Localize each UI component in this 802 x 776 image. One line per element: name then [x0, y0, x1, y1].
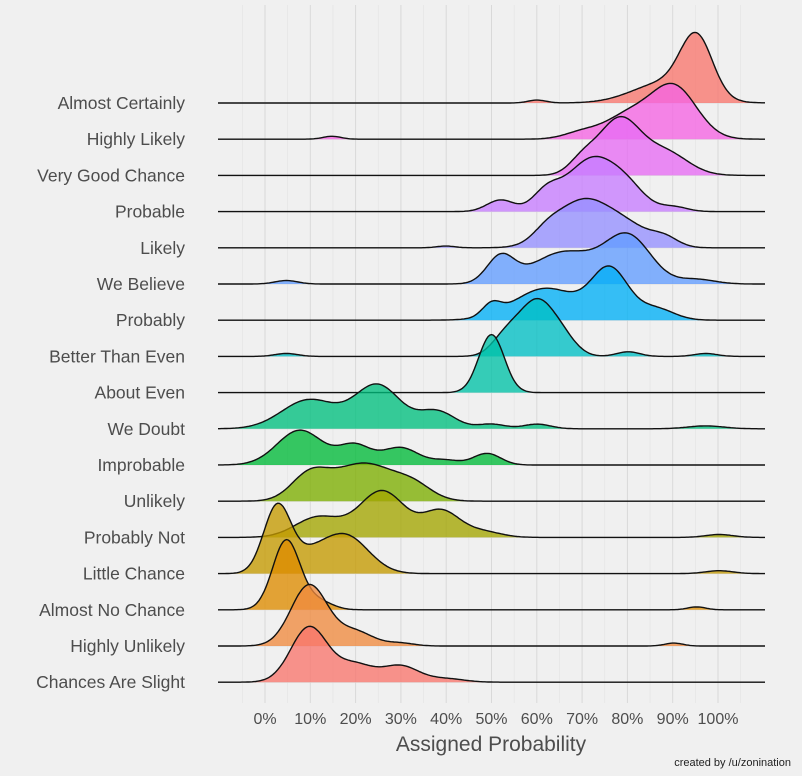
- ridge-line-probably-not: [218, 489, 765, 539]
- y-label: About Even: [95, 383, 185, 403]
- ridge-line-about-even: [218, 333, 765, 394]
- ridge-area-almost-no-chance: [218, 539, 765, 610]
- x-axis-title: Assigned Probability: [396, 733, 587, 756]
- ridge-line-probably: [218, 265, 765, 321]
- y-label: We Believe: [97, 274, 185, 294]
- y-label: Highly Likely: [87, 129, 185, 149]
- ridge-area-about-even: [218, 334, 765, 393]
- ridge-line-probable: [218, 155, 765, 213]
- ridge-area-probable: [218, 156, 765, 212]
- x-tick-label: 30%: [385, 711, 417, 728]
- ridge-line-chances-are-slight: [218, 625, 765, 683]
- x-tick-label: 90%: [657, 711, 689, 728]
- y-axis-labels: Almost Certainly Highly Likely Very Good C…: [36, 93, 185, 692]
- x-tick-label: 50%: [475, 711, 507, 728]
- ridge-area-we-doubt: [218, 383, 765, 429]
- ridge-line-highly-likely: [218, 82, 765, 140]
- y-label: Highly Unlikely: [70, 636, 185, 656]
- credit-text: created by /u/zonination: [674, 757, 791, 769]
- ridge-area-probably: [218, 265, 765, 321]
- ridge-line-highly-unlikely: [218, 583, 765, 647]
- ridge-area-highly-unlikely: [218, 584, 765, 646]
- ridge-area-chances-are-slight: [218, 626, 765, 683]
- y-label: Very Good Chance: [37, 165, 185, 185]
- y-label: Probably Not: [84, 527, 185, 547]
- y-label: Unlikely: [124, 491, 186, 511]
- ridge-area-almost-certainly: [218, 32, 765, 103]
- y-label: Likely: [140, 238, 185, 258]
- x-tick-label: 40%: [430, 711, 462, 728]
- ridge-line-little-chance: [218, 502, 765, 575]
- ridge-area-probably-not: [218, 490, 765, 538]
- ridge-area-we-believe: [218, 232, 765, 284]
- y-label: Probable: [115, 202, 185, 222]
- ridge-line-likely: [218, 197, 765, 249]
- ridge-area-unlikely: [218, 463, 765, 502]
- ridges: [218, 31, 765, 683]
- y-label: Improbable: [97, 455, 185, 475]
- ridge-area-very-good-chance: [218, 116, 765, 176]
- x-axis-ticks: 0% 10% 20% 30% 40% 50% 60% 70% 80% 90% 100%: [253, 711, 738, 728]
- y-label: Better Than Even: [49, 346, 185, 366]
- ridge-area-improbable: [218, 430, 765, 465]
- ridge-line-almost-certainly: [218, 31, 765, 104]
- x-tick-label: 100%: [698, 711, 739, 728]
- y-label: We Doubt: [108, 419, 186, 439]
- x-tick-label: 60%: [521, 711, 553, 728]
- ridge-line-very-good-chance: [218, 115, 765, 177]
- ridge-line-improbable: [218, 429, 765, 466]
- ridge-line-we-doubt: [218, 383, 765, 430]
- ridge-line-unlikely: [218, 462, 765, 502]
- x-tick-label: 10%: [294, 711, 326, 728]
- x-tick-label: 20%: [340, 711, 372, 728]
- y-label: Probably: [116, 310, 185, 330]
- y-label: Little Chance: [83, 564, 185, 584]
- y-label: Chances Are Slight: [36, 672, 185, 692]
- x-tick-label: 80%: [611, 711, 643, 728]
- ridge-area-little-chance: [218, 503, 765, 574]
- y-label: Almost No Chance: [39, 600, 185, 620]
- y-label: Almost Certainly: [58, 93, 186, 113]
- ridge-line-we-believe: [218, 232, 765, 285]
- x-tick-label: 70%: [566, 711, 598, 728]
- x-tick-label: 0%: [253, 711, 276, 728]
